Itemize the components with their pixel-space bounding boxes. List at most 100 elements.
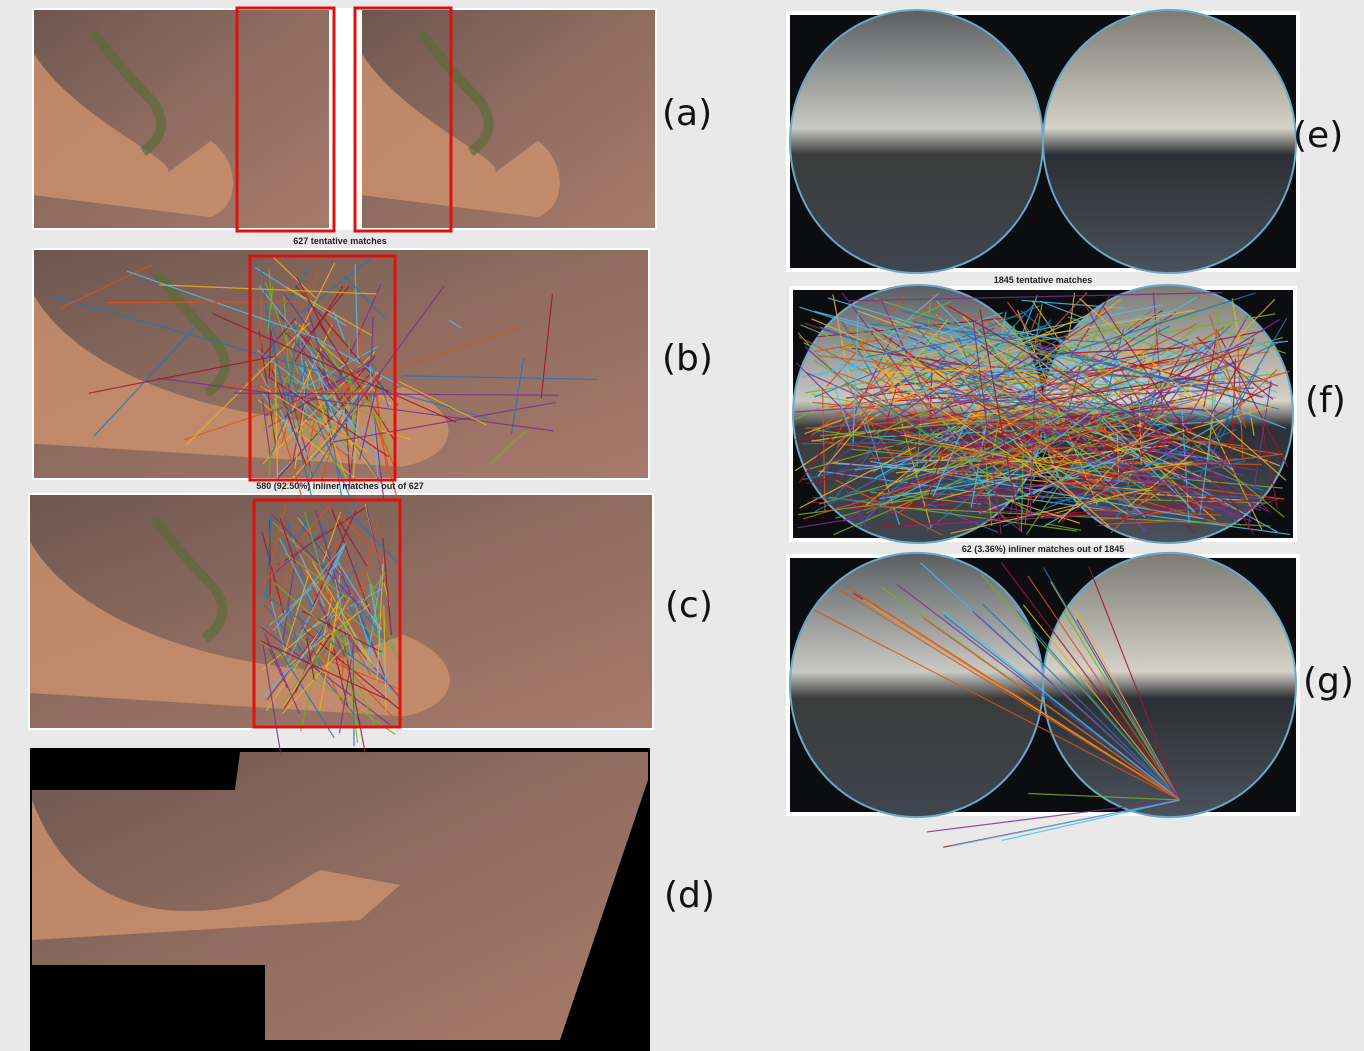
match-line: [326, 543, 347, 584]
match-line: [324, 612, 349, 708]
match-line: [158, 377, 554, 432]
match-line: [868, 447, 877, 462]
match-line: [185, 322, 310, 446]
match-line: [314, 573, 371, 675]
match-line: [1045, 523, 1082, 531]
match-line: [988, 378, 1134, 494]
match-line: [895, 341, 990, 496]
match-line: [264, 281, 299, 374]
match-line: [1057, 298, 1276, 523]
panel-label: (a): [662, 93, 712, 134]
match-line: [947, 396, 1235, 421]
match-line: [279, 518, 296, 564]
match-line: [266, 503, 287, 580]
match-line: [851, 347, 975, 367]
panel-label: (f): [1305, 380, 1346, 421]
vegetation: [416, 28, 494, 156]
match-line: [254, 266, 347, 327]
match-line: [212, 312, 457, 423]
river: [34, 53, 234, 218]
match-line: [962, 315, 1048, 401]
match-line: [813, 609, 1181, 801]
match-line: [287, 543, 345, 662]
match-line: [1013, 441, 1111, 528]
match-line: [926, 799, 1181, 833]
match-line: [840, 319, 918, 453]
match-line: [262, 591, 388, 683]
match-line: [797, 498, 921, 516]
match-line: [840, 590, 1181, 801]
match-line: [318, 602, 339, 712]
match-line: [929, 452, 944, 475]
match-line: [972, 611, 1181, 801]
highlight-box: [252, 498, 402, 729]
match-line: [951, 799, 1181, 847]
match-line: [1043, 567, 1181, 801]
match-line: [286, 346, 379, 398]
match-line: [261, 391, 312, 461]
match-line: [1083, 352, 1285, 518]
match-line: [398, 380, 487, 426]
match-line: [834, 326, 1080, 475]
match-line: [1158, 332, 1278, 387]
match-line: [874, 297, 1200, 402]
match-line: [936, 404, 1278, 501]
match-line: [1152, 292, 1167, 455]
match-line: [310, 540, 339, 622]
match-line: [802, 370, 1290, 520]
match-line: [337, 518, 368, 567]
match-line: [1105, 520, 1180, 525]
match-line: [275, 529, 328, 573]
match-line: [266, 644, 288, 689]
match-line: [805, 336, 1284, 471]
river: [30, 541, 450, 717]
match-line: [817, 315, 1022, 338]
match-line: [376, 564, 384, 682]
match-line: [344, 507, 400, 565]
match-line: [106, 301, 297, 304]
match-line: [828, 496, 1077, 532]
match-line: [1028, 792, 1181, 801]
match-line: [1051, 347, 1182, 355]
match-line: [833, 403, 1137, 536]
match-line: [352, 400, 360, 487]
match-line: [807, 501, 1138, 519]
match-line: [822, 357, 981, 469]
match-line: [338, 566, 389, 683]
match-line: [382, 537, 392, 635]
match-line: [1197, 367, 1260, 481]
match-line: [869, 491, 982, 505]
match-line: [369, 584, 391, 698]
match-line: [285, 286, 373, 336]
match-line: [799, 306, 1067, 394]
match-line: [271, 368, 307, 467]
caption: 62 (3.36%) inliner matches out of 1845: [962, 544, 1125, 554]
match-line: [366, 507, 385, 584]
match-line: [277, 647, 335, 739]
match-line: [932, 401, 975, 497]
match-line: [821, 387, 826, 511]
match-line: [348, 341, 354, 432]
match-line: [1012, 325, 1034, 385]
match-line: [1026, 329, 1163, 535]
match-line: [1172, 440, 1221, 460]
match-line: [827, 300, 952, 358]
match-line: [1111, 346, 1186, 486]
vegetation: [150, 515, 228, 643]
panel-label: (e): [1293, 115, 1343, 156]
match-line: [282, 642, 349, 714]
match-line: [973, 386, 1080, 499]
match-line: [266, 286, 274, 334]
match-line: [264, 309, 309, 421]
river: [362, 53, 560, 218]
caption: 580 (92.50%) inliner matches out of 627: [256, 481, 424, 491]
match-line: [1122, 461, 1193, 474]
match-line: [1058, 438, 1112, 444]
match-line: [271, 549, 297, 620]
panel-label: (d): [664, 875, 715, 916]
match-line: [1093, 353, 1264, 398]
match-line: [1209, 314, 1247, 429]
match-line: [1058, 339, 1286, 429]
match-line: [448, 319, 462, 329]
match-line: [260, 640, 390, 702]
